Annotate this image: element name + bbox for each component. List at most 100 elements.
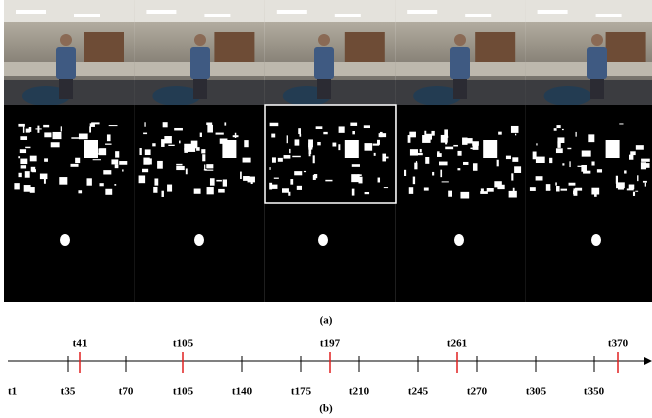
mask-speck (382, 154, 386, 162)
person-legs (590, 79, 604, 99)
mask-speck (352, 189, 355, 196)
person-body (190, 47, 210, 79)
mask-speck (282, 188, 289, 192)
mask-speck (202, 154, 205, 161)
mask-speck (78, 190, 82, 193)
mask-speck (105, 144, 111, 145)
mask-speck (577, 166, 582, 167)
mask-speck (556, 186, 560, 191)
mask-speck (109, 125, 118, 126)
photo-frame (395, 0, 525, 106)
mask-speck (575, 188, 582, 191)
mask-speck (119, 161, 127, 165)
mask-speck (481, 188, 484, 192)
mask-speck (569, 161, 570, 167)
person-head (318, 34, 330, 46)
mask-speck (509, 191, 517, 198)
mask-person (591, 234, 601, 246)
tick-label: t35 (61, 386, 76, 398)
mask-speck (201, 149, 205, 153)
mask-speck (294, 171, 302, 175)
mask-speck (25, 147, 30, 148)
mask-speck (70, 164, 78, 167)
mask-speck (287, 135, 288, 143)
mask-speck (18, 156, 20, 158)
mask-person (454, 234, 464, 246)
mask-speck (463, 162, 468, 165)
mask-speck (439, 162, 448, 166)
mask-frame (134, 105, 264, 302)
mask-speck (298, 128, 301, 134)
mask-speck (143, 133, 147, 135)
mask-speck (153, 187, 157, 193)
mask-speck (309, 153, 311, 157)
mask-speck (379, 133, 386, 137)
mask-speck (270, 123, 279, 126)
mask-speck (64, 180, 67, 181)
light (465, 14, 491, 17)
mask-speck (154, 178, 158, 185)
mask-speck (645, 183, 646, 187)
photo-frame (4, 0, 134, 106)
mask-speck (351, 174, 359, 182)
mask-person (194, 234, 204, 246)
mask-speck (635, 191, 638, 192)
mask-speck (442, 181, 449, 182)
marker-label: t41 (73, 338, 88, 350)
mask-speck (365, 143, 373, 151)
tick-label: t305 (526, 386, 547, 398)
mask-speck (554, 128, 557, 131)
person-body (56, 47, 76, 79)
mask-speck (573, 191, 576, 195)
mask-speck (240, 172, 242, 179)
mask-speck (630, 151, 635, 155)
photo-frame (265, 0, 395, 106)
mask-speck (299, 134, 301, 137)
mask-speck (365, 192, 369, 194)
person-body (587, 47, 607, 79)
mask-speck (71, 137, 80, 138)
mask-speck (641, 162, 646, 169)
mask-speck (44, 178, 46, 183)
mask-speck (157, 161, 163, 169)
tick-label: t270 (467, 386, 488, 398)
mask-speck (352, 164, 360, 167)
mask-speck (19, 173, 22, 177)
tick-label: t1 (8, 386, 17, 398)
chair (544, 86, 592, 106)
mask-block (222, 140, 236, 158)
mask-speck (51, 142, 60, 147)
mask-speck (235, 133, 236, 138)
mask-speck (105, 189, 112, 195)
mask-speck (317, 142, 320, 145)
mask-speck (629, 155, 633, 160)
light (16, 10, 46, 14)
tick-label: t245 (408, 386, 429, 398)
mask-speck (374, 153, 376, 156)
mask-speck (176, 164, 182, 166)
mask-speck (511, 173, 513, 180)
mask-speck (512, 157, 518, 162)
mask-speck (144, 122, 145, 126)
mask-speck (292, 156, 301, 157)
mask-speck (244, 140, 248, 147)
mask-speck (506, 156, 511, 159)
mask-speck (53, 132, 62, 139)
person-head (591, 34, 603, 46)
mask-speck (168, 145, 174, 146)
mask-speck (99, 148, 106, 155)
mask-speck (206, 122, 212, 125)
mask-speck (139, 148, 141, 155)
mask-speck (61, 126, 62, 131)
mask-speck (352, 131, 355, 134)
mask-speck (557, 141, 560, 148)
mask-speck (30, 156, 37, 162)
mask-speck (536, 143, 537, 145)
marker-label: t261 (447, 338, 467, 350)
person-legs (193, 79, 207, 99)
mask-speck (555, 182, 557, 185)
mask-speck (31, 167, 35, 172)
mask-speck (218, 189, 225, 193)
mask-speck (339, 126, 345, 132)
mask-speck (470, 148, 472, 149)
